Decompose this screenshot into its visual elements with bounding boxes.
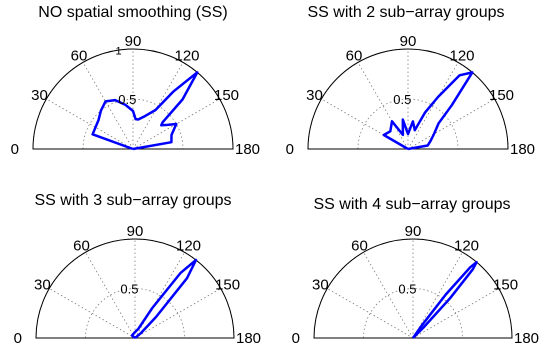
series-line (91, 71, 199, 151)
theta-tick-label: 60 (73, 237, 90, 254)
theta-tick-label: 30 (31, 87, 48, 104)
panel-title: SS with 2 sub−array groups (308, 4, 505, 21)
theta-grid-line (412, 288, 499, 339)
theta-tick-label: 120 (176, 237, 201, 254)
theta-grid-line (132, 98, 220, 150)
theta-tick-label: 120 (449, 48, 474, 65)
theta-grid-line (134, 252, 185, 339)
theta-grid-line (132, 62, 184, 150)
theta-tick-label: 180 (510, 141, 535, 158)
theta-grid-line (407, 62, 459, 150)
theta-tick-label: 30 (34, 277, 51, 294)
theta-tick-label: 60 (346, 48, 363, 65)
theta-grid-line (134, 288, 221, 339)
r-tick-label: 0.5 (118, 92, 136, 107)
series-line (411, 260, 478, 339)
theta-tick-label: 150 (215, 277, 240, 294)
theta-grid-line (407, 98, 495, 150)
theta-tick-label: 180 (514, 330, 539, 347)
r-tick-label: 0.5 (398, 281, 416, 296)
theta-tick-label: 60 (71, 48, 88, 65)
series-line (382, 71, 474, 151)
theta-grid-line (412, 252, 463, 339)
theta-tick-label: 180 (236, 330, 261, 347)
theta-tick-label: 90 (405, 223, 422, 240)
polar-panel-1: NO spatial smoothing (SS) 0 30 60 90 120… (11, 4, 260, 158)
polar-panel-3: SS with 3 sub−array groups 0 30 60 90 12… (14, 192, 261, 347)
theta-grid-line (85, 252, 136, 339)
theta-tick-label: 150 (214, 87, 239, 104)
theta-tick-label: 90 (125, 33, 142, 50)
theta-grid-line (363, 252, 414, 339)
theta-tick-label: 180 (235, 141, 260, 158)
theta-tick-label: 90 (127, 223, 144, 240)
polar-axis-frame (32, 48, 234, 150)
theta-grid-line (327, 288, 414, 339)
theta-tick-label: 30 (312, 277, 329, 294)
r-grid-arc (363, 288, 463, 339)
panel-title: SS with 3 sub−array groups (35, 192, 232, 209)
theta-tick-label: 30 (306, 87, 323, 104)
panel-title: NO spatial smoothing (SS) (38, 4, 227, 21)
theta-tick-label: 90 (400, 33, 417, 50)
r-tick-label: 1 (116, 46, 122, 58)
polar-panel-2: SS with 2 sub−array groups 0 30 60 90 12… (286, 4, 535, 158)
theta-tick-label: 60 (351, 237, 368, 254)
theta-grid-line (357, 62, 409, 150)
polar-axis-frame (307, 48, 509, 150)
panel-title: SS with 4 sub−array groups (314, 196, 511, 213)
theta-tick-label: 150 (493, 277, 518, 294)
theta-tick-label: 120 (174, 48, 199, 65)
theta-tick-label: 0 (11, 141, 19, 158)
polar-axis-frame (35, 238, 235, 339)
theta-tick-label: 0 (14, 330, 22, 347)
theta-grid-line (82, 62, 134, 150)
theta-grid-line (46, 98, 134, 150)
theta-tick-label: 150 (489, 87, 514, 104)
polar-panel-4: SS with 4 sub−array groups 0 30 60 90 12… (292, 196, 539, 347)
polar-axis-frame (313, 238, 513, 339)
theta-grid-line (49, 288, 136, 339)
series-line (130, 258, 198, 339)
theta-tick-label: 120 (454, 237, 479, 254)
r-grid-arc (85, 288, 185, 339)
theta-tick-label: 0 (292, 330, 300, 347)
theta-tick-label: 0 (286, 141, 294, 158)
r-tick-label: 0.5 (393, 92, 411, 107)
r-tick-label: 0.5 (120, 281, 138, 296)
